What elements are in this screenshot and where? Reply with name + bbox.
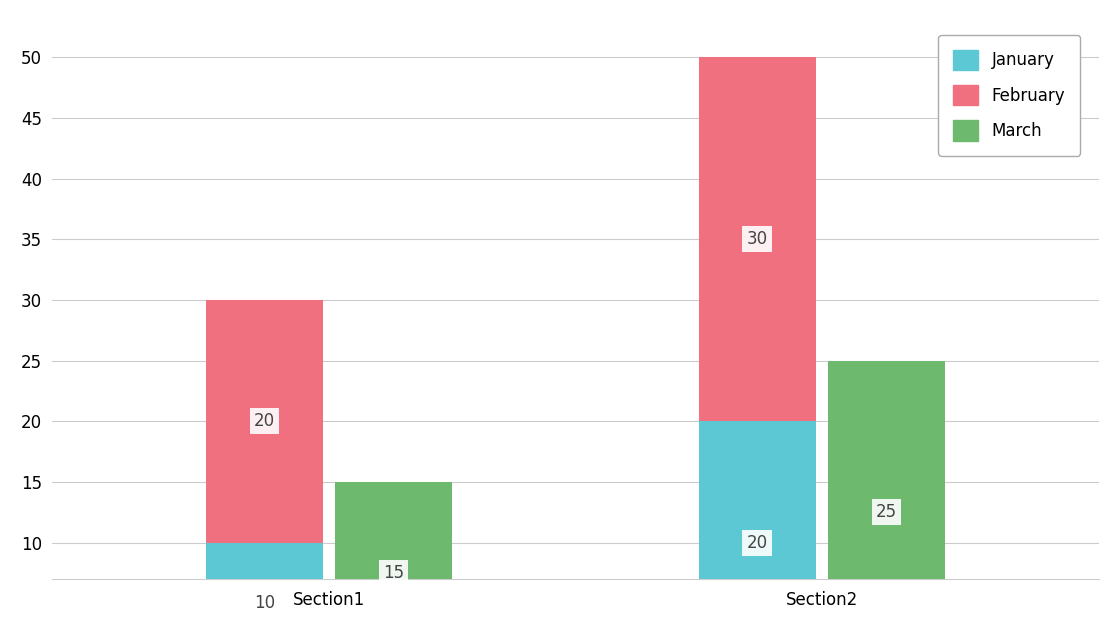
Text: 30: 30 bbox=[747, 231, 767, 248]
Bar bbox=[206, 300, 323, 542]
Text: 25: 25 bbox=[876, 503, 897, 522]
Bar bbox=[335, 482, 452, 630]
Legend: January, February, March: January, February, March bbox=[939, 35, 1081, 156]
Bar bbox=[206, 542, 323, 630]
Text: 20: 20 bbox=[254, 412, 274, 430]
Text: 10: 10 bbox=[254, 594, 274, 612]
Text: 20: 20 bbox=[747, 534, 767, 552]
Text: 15: 15 bbox=[383, 564, 404, 582]
Bar bbox=[699, 421, 815, 630]
Bar bbox=[828, 360, 945, 630]
Bar bbox=[699, 57, 815, 421]
